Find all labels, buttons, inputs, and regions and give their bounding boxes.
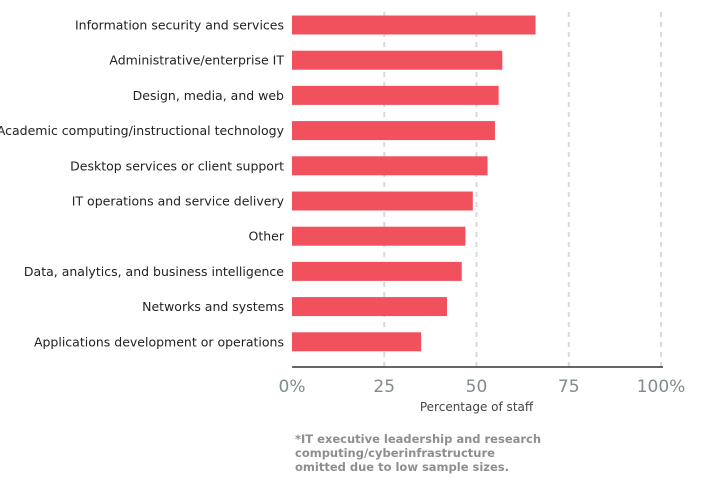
- x-tick-labels: 0% 25 50 75 100%: [279, 377, 686, 397]
- category-label: Desktop services or client support: [70, 158, 284, 173]
- category-labels: Information security and services Adminis…: [0, 18, 285, 350]
- bars: [292, 15, 536, 352]
- category-label: Administrative/enterprise IT: [109, 53, 284, 68]
- bar: [292, 261, 462, 281]
- bar: [292, 332, 422, 352]
- bar: [292, 226, 466, 246]
- footnote: *IT executive leadership and research co…: [295, 432, 542, 474]
- bar: [292, 15, 536, 35]
- category-label: Networks and systems: [142, 299, 284, 314]
- category-label: Data, analytics, and business intelligen…: [24, 264, 284, 279]
- bar: [292, 156, 488, 176]
- category-label: Information security and services: [75, 18, 284, 33]
- bar: [292, 50, 503, 70]
- x-tick-label: 100%: [637, 377, 686, 397]
- category-label: Design, media, and web: [133, 88, 284, 103]
- category-label: Academic computing/instructional technol…: [0, 123, 285, 138]
- category-label: Applications development or operations: [34, 334, 284, 349]
- category-label: Other: [249, 229, 285, 244]
- x-axis-title: Percentage of staff: [420, 400, 534, 414]
- bar: [292, 297, 447, 317]
- x-tick-label: 50: [466, 377, 488, 397]
- x-tick-label: 25: [373, 377, 395, 397]
- bar: [292, 191, 473, 211]
- bar: [292, 85, 499, 105]
- bar: [292, 121, 495, 141]
- category-label: IT operations and service delivery: [72, 194, 285, 209]
- x-tick-label: 75: [558, 377, 580, 397]
- x-tick-label: 0%: [279, 377, 306, 397]
